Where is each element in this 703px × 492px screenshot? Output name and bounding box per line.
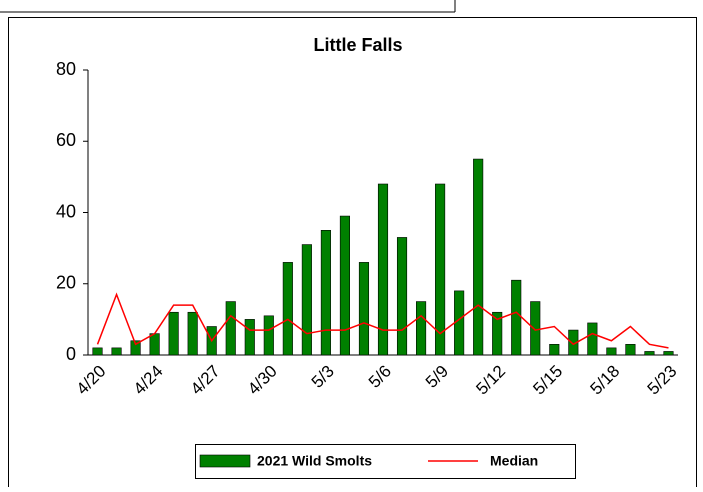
bar: [606, 347, 617, 356]
bar: [111, 347, 122, 356]
bar: [663, 351, 674, 356]
bar: [320, 230, 331, 356]
bar: [339, 215, 350, 356]
y-tick-label: 80: [56, 59, 76, 79]
bar: [187, 311, 198, 356]
y-tick-label: 40: [56, 201, 76, 221]
bar: [396, 237, 408, 356]
bar: [244, 319, 255, 356]
chart-frame: [8, 17, 697, 492]
bar: [644, 351, 655, 356]
bar: [149, 333, 160, 356]
bar: [511, 279, 522, 356]
bar: [301, 244, 312, 356]
legend-label: 2021 Wild Smolts: [257, 453, 372, 469]
bar: [549, 344, 560, 356]
bar: [454, 290, 465, 356]
bar: [377, 183, 389, 356]
bar: [168, 311, 179, 356]
bar: [358, 262, 370, 356]
bar: [130, 340, 141, 356]
bar: [435, 183, 446, 356]
bar: [473, 158, 484, 356]
legend-label: Median: [490, 453, 538, 469]
bar: [92, 347, 103, 356]
y-tick-label: 20: [56, 273, 76, 293]
bar: [568, 329, 579, 356]
bar: [416, 301, 427, 356]
line: [96, 292, 669, 349]
legend-swatch: [199, 454, 251, 468]
y-tick-label: 0: [66, 344, 76, 364]
bar: [263, 315, 274, 356]
y-tick-label: 60: [56, 130, 76, 150]
bar: [530, 301, 541, 356]
bar: [492, 311, 503, 356]
bar: [225, 301, 236, 356]
bar: [625, 344, 636, 356]
bar: [587, 322, 598, 356]
legend: [195, 444, 576, 479]
bar: [282, 262, 293, 356]
chart-title: Little Falls: [313, 35, 402, 55]
